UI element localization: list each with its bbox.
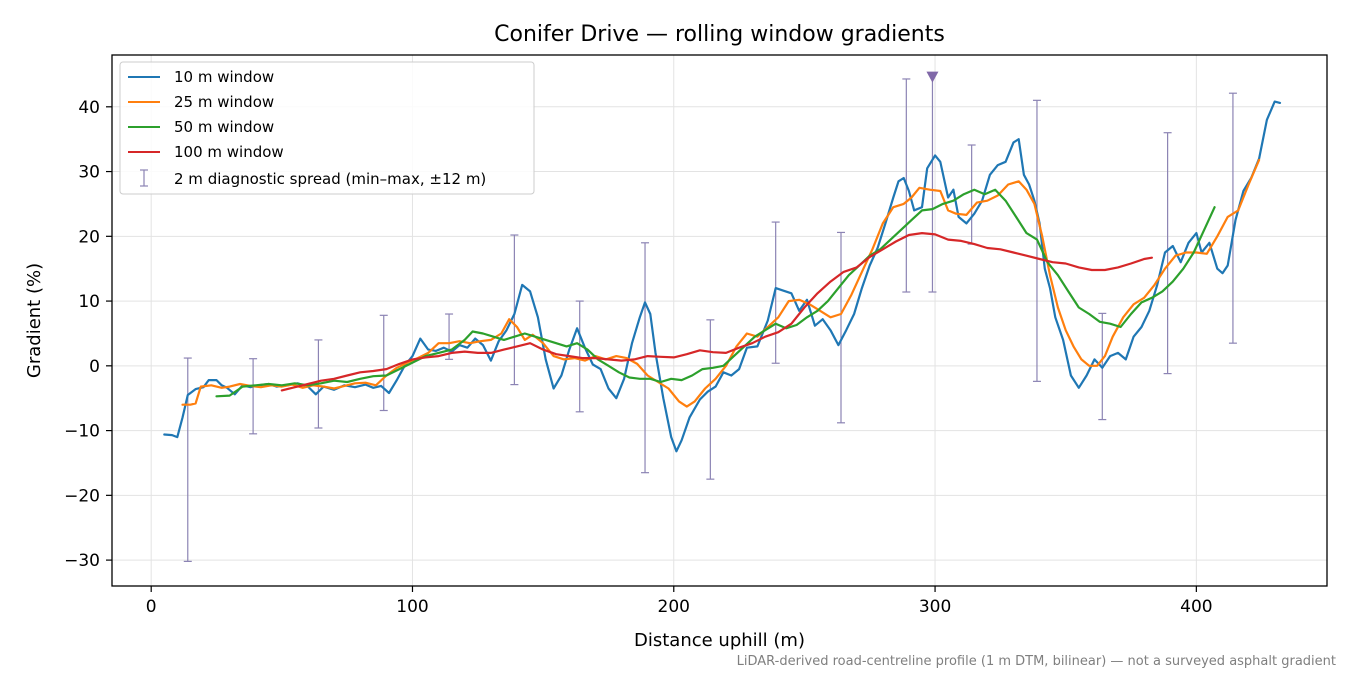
- y-tick-label: −10: [64, 422, 100, 442]
- plot-frame: [111, 54, 1328, 587]
- x-tick-label: 200: [658, 597, 690, 617]
- error-bar: [379, 314, 388, 412]
- error-bar: [1163, 132, 1172, 375]
- legend-label-10m: 10 m window: [174, 68, 274, 86]
- legend: 10 m window 25 m window 50 m window 100 …: [119, 61, 535, 195]
- axis-ticks: 0 100 200 300 400 −30 −20 −10 0 10 20 30 40: [64, 98, 1212, 617]
- legend-label-25m: 25 m window: [174, 93, 274, 111]
- series-line: [215, 188, 1216, 398]
- clipped-marker: [926, 71, 939, 83]
- error-bar: [837, 231, 845, 424]
- chart-title: Conifer Drive — rolling window gradients: [494, 22, 945, 47]
- error-bar: [1228, 92, 1237, 344]
- x-tick-label: 100: [396, 597, 428, 617]
- x-tick-label: 300: [919, 597, 951, 617]
- footnote: LiDAR-derived road-centreline profile (1…: [737, 654, 1336, 669]
- y-tick-label: −20: [64, 486, 100, 506]
- error-bar: [183, 357, 192, 562]
- error-bars: [183, 71, 1237, 562]
- series-lines: [163, 100, 1282, 453]
- series-line: [163, 100, 1282, 453]
- x-axis-label: Distance uphill (m): [634, 630, 805, 651]
- y-tick-label: 10: [78, 292, 100, 312]
- error-bar: [928, 77, 937, 293]
- error-bar: [575, 300, 584, 413]
- y-tick-label: 0: [89, 357, 100, 377]
- x-tick-label: 400: [1180, 597, 1212, 617]
- y-tick-label: 40: [78, 98, 100, 118]
- legend-swatch-errorbar: [140, 169, 148, 187]
- series-line: [280, 232, 1153, 392]
- error-bar: [706, 319, 715, 480]
- error-bar: [445, 313, 454, 360]
- error-bar: [249, 358, 258, 435]
- legend-frame: [119, 61, 535, 195]
- y-tick-label: 30: [78, 163, 100, 183]
- legend-label-100m: 100 m window: [174, 143, 284, 161]
- legend-label-50m: 50 m window: [174, 118, 274, 136]
- x-tick-label: 0: [146, 597, 157, 617]
- series-line: [181, 158, 1261, 408]
- legend-label-errorbar: 2 m diagnostic spread (min–max, ±12 m): [174, 170, 486, 188]
- y-tick-label: 20: [78, 227, 100, 247]
- y-tick-label: −30: [64, 551, 100, 571]
- error-bar: [967, 144, 976, 245]
- y-axis-label: Gradient (%): [24, 263, 45, 378]
